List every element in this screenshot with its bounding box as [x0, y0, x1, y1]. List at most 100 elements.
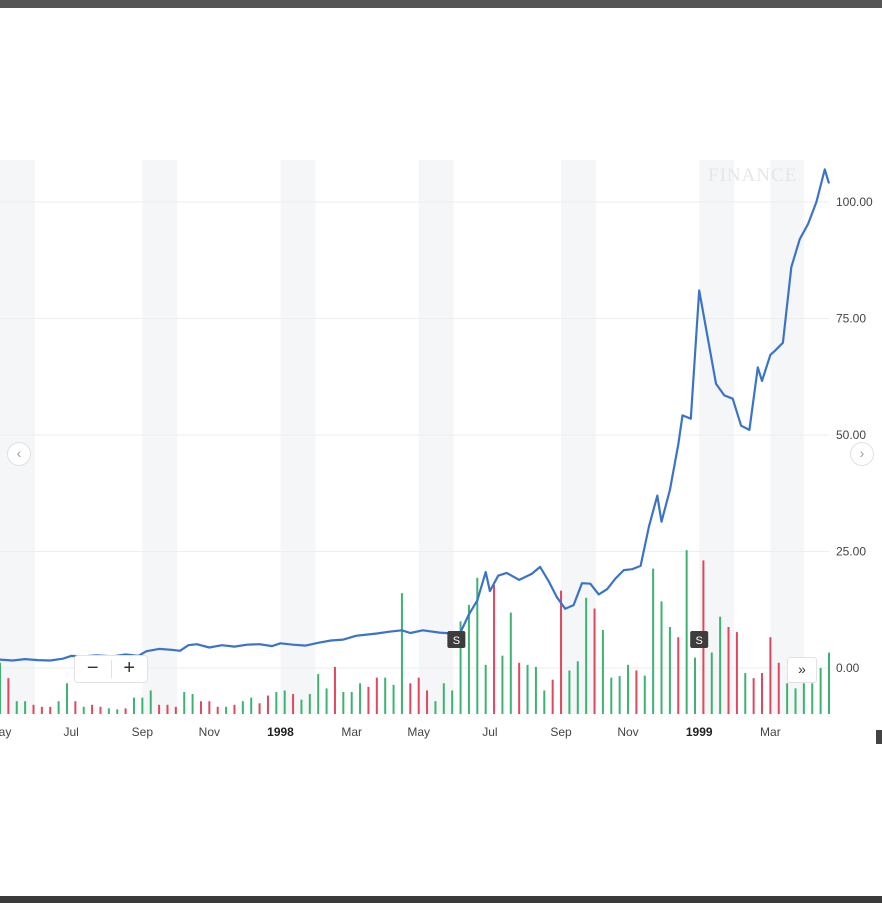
chevron-right-icon[interactable]: ›: [850, 442, 874, 466]
finance-watermark: FINANCE: [708, 165, 797, 186]
volume-bar: [627, 664, 630, 714]
volume-bar: [74, 701, 77, 714]
volume-bar: [585, 597, 588, 714]
volume-bar: [668, 626, 671, 714]
volume-bar: [57, 701, 60, 714]
x-tick-label: Mar: [341, 725, 362, 739]
volume-bar: [467, 604, 470, 714]
volume-bar: [392, 684, 395, 714]
volume-bar: [359, 683, 362, 714]
y-tick-label: 25.00: [836, 545, 866, 559]
volume-bar: [333, 666, 336, 714]
volume-bar: [509, 612, 512, 714]
volume-bar: [710, 652, 713, 714]
volume-bar: [149, 690, 152, 714]
volume-bar: [593, 608, 596, 714]
volume-bar: [744, 673, 747, 714]
month-band: [280, 160, 316, 714]
month-band: [561, 160, 596, 714]
split-marker-label: S: [453, 635, 460, 647]
month-band: [142, 160, 178, 714]
volume-bar: [677, 637, 680, 714]
volume-bar: [375, 677, 378, 714]
volume-bar: [384, 677, 387, 714]
volume-bar: [451, 690, 454, 714]
volume-bar: [191, 694, 194, 714]
volume-bar: [560, 590, 563, 714]
x-axis-labels: May Jul Sep Nov 1998 Mar May Jul Sep Nov 1999 Mar: [0, 725, 781, 739]
month-band: [418, 160, 454, 714]
split-marker-label: S: [696, 635, 703, 647]
volume-bar: [308, 694, 311, 714]
month-band: [0, 160, 35, 714]
chevron-left-icon[interactable]: ‹: [7, 442, 31, 466]
volume-bar: [233, 704, 236, 714]
zoom-separator: [110, 660, 112, 678]
volume-bars: [0, 550, 830, 714]
month-band: [699, 160, 735, 714]
volume-bar: [685, 550, 688, 714]
volume-bar: [610, 677, 613, 714]
volume-bar: [534, 666, 537, 714]
volume-bar: [568, 670, 571, 714]
x-tick-label: Mar: [760, 725, 781, 739]
top-bar: [0, 0, 882, 8]
volume-bar: [183, 691, 186, 714]
volume-bar: [91, 704, 94, 714]
volume-bar: [325, 688, 328, 714]
jump-to-end-button[interactable]: »: [787, 657, 817, 683]
volume-bar: [225, 706, 228, 714]
volume-bar: [7, 678, 10, 714]
volume-bar: [551, 679, 554, 714]
zoom-out-button[interactable]: −: [86, 657, 99, 679]
zoom-in-button[interactable]: +: [123, 657, 136, 679]
volume-bar: [199, 701, 202, 714]
volume-bar: [735, 632, 738, 714]
volume-bar: [141, 697, 144, 714]
split-marker: [690, 631, 709, 648]
volume-bar: [526, 664, 529, 714]
volume-bar: [752, 678, 755, 714]
volume-bar: [32, 704, 35, 714]
x-tick-label: Nov: [617, 725, 638, 739]
volume-bar: [342, 691, 345, 714]
volume-bar: [65, 683, 68, 714]
x-tick-label: Jul: [482, 725, 497, 739]
volume-bar: [166, 704, 169, 714]
volume-bar: [501, 655, 504, 714]
split-marker: [447, 631, 466, 648]
volume-bar: [99, 706, 102, 714]
x-tick-label: Sep: [132, 725, 154, 739]
volume-bar: [719, 616, 722, 714]
volume-bar: [107, 708, 110, 714]
volume-bar: [275, 691, 278, 714]
volume-bar: [124, 708, 127, 714]
volume-bar: [601, 630, 604, 714]
volume-bar: [241, 701, 244, 714]
volume-bar: [208, 701, 211, 714]
volume-bar: [0, 662, 1, 714]
x-tick-label: Nov: [199, 725, 220, 739]
y-axis-labels: 0.00 25.00 50.00 75.00 100.00: [836, 195, 873, 675]
volume-bar: [15, 701, 18, 714]
volume-bar: [769, 637, 772, 714]
volume-bar: [409, 683, 412, 714]
y-tick-label: 50.00: [836, 428, 866, 442]
volume-bar: [476, 577, 479, 714]
volume-bar: [660, 601, 663, 714]
x-tick-label: 1999: [686, 725, 713, 739]
volume-bar: [786, 683, 789, 714]
volume-bar: [794, 688, 797, 714]
price-line-layer: [0, 168, 831, 662]
price-line: [0, 168, 831, 662]
volume-bar: [266, 695, 269, 714]
volume-bar: [442, 683, 445, 714]
volume-bar: [116, 709, 119, 714]
volume-bar: [82, 706, 85, 714]
volume-bar: [727, 626, 730, 714]
volume-bar: [761, 673, 764, 714]
volume-bar: [250, 697, 253, 714]
volume-bar: [652, 568, 655, 714]
volume-bar: [158, 704, 161, 714]
volume-bar: [292, 694, 295, 714]
